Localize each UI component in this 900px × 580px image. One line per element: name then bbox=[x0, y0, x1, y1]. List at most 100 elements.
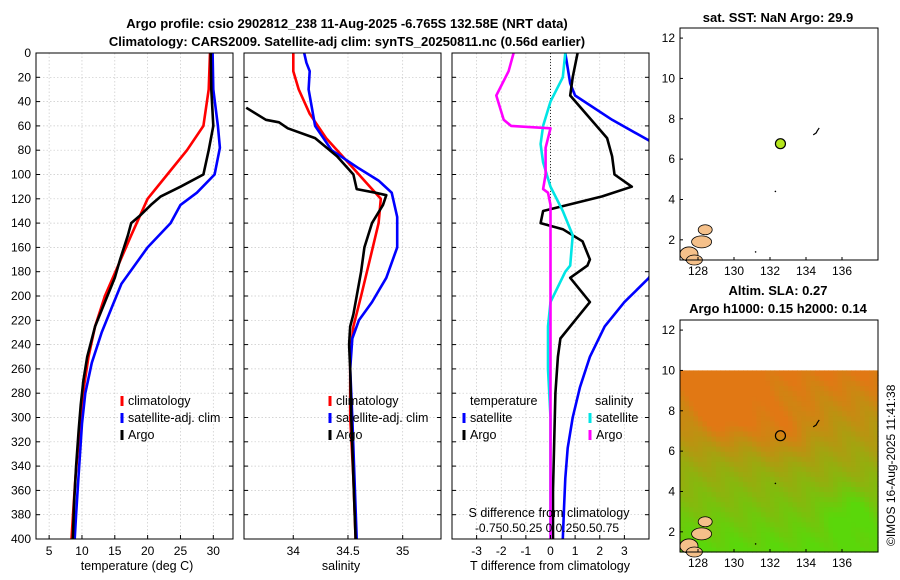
figure-title-line2: Climatology: CARS2009. Satellite-adj cli… bbox=[109, 34, 585, 49]
dp-xtick-label-1: 1 bbox=[572, 544, 579, 558]
tp-legend-label-1: satellite-adj. clim bbox=[128, 411, 220, 425]
difference-panel: -3 -2 -1 0 1 2 3 S difference from climatology… bbox=[451, 52, 650, 573]
sst-xtick-label-134: 134 bbox=[796, 264, 816, 278]
dp-legend-header-salinity: salinity bbox=[595, 394, 634, 408]
salinity-ticks: 34 34.5 35 bbox=[244, 52, 441, 558]
tp-ytick-label-20: 20 bbox=[18, 70, 32, 84]
tp-ytick-label-140: 140 bbox=[11, 216, 31, 230]
tp-ytick-label-0: 0 bbox=[24, 46, 31, 60]
temperature-ticks: 0 20 40 60 80 100 120 140 160 180 200 220 240 260 280 3… bbox=[11, 46, 233, 558]
salinity-panel: 34 34.5 35 salinity climatology satellite-a… bbox=[243, 52, 442, 573]
sst-map-content: 128 130 132 134 136 2 4 6 8 10 12 bbox=[662, 27, 879, 278]
sp-series-argo bbox=[245, 106, 388, 539]
difference-ticks: -3 -2 -1 0 1 2 3 bbox=[452, 52, 649, 558]
sst-islet-a bbox=[774, 190, 777, 193]
sst-ytick-label-10: 10 bbox=[662, 71, 676, 85]
sla-xtick-label-132: 132 bbox=[760, 556, 780, 570]
sla-map-subtitle: Argo h1000: 0.15 h2000: 0.14 bbox=[689, 301, 868, 316]
sla-reef bbox=[812, 419, 820, 428]
tp-ytick-label-40: 40 bbox=[18, 95, 32, 109]
sst-xtick-label-128: 128 bbox=[688, 264, 708, 278]
sla-map-content: 128 130 132 134 136 2 4 6 8 10 12 bbox=[662, 319, 879, 570]
tp-ytick-label-100: 100 bbox=[11, 168, 31, 182]
sla-ytick-label-2: 2 bbox=[668, 525, 675, 539]
sst-map-title: sat. SST: NaN Argo: 29.9 bbox=[703, 10, 854, 25]
dp-xtick-label-3: -3 bbox=[471, 544, 482, 558]
temperature-xlabel: temperature (deg C) bbox=[81, 559, 194, 573]
dp-legend-label-2: satellite bbox=[596, 411, 638, 425]
sla-ytick-label-4: 4 bbox=[668, 484, 675, 498]
temperature-lines bbox=[70, 52, 222, 540]
tp-ytick-label-240: 240 bbox=[11, 338, 31, 352]
sst-xtick-label-130: 130 bbox=[724, 264, 744, 278]
dp-legend-label-3: Argo bbox=[596, 428, 622, 442]
sp-legend-label-1: satellite-adj. clim bbox=[336, 411, 428, 425]
sst-ytick-label-2: 2 bbox=[668, 233, 675, 247]
tp-ytick-label-300: 300 bbox=[11, 411, 31, 425]
tp-xtick-label-15: 15 bbox=[108, 544, 122, 558]
sla-ytick-label-6: 6 bbox=[668, 444, 675, 458]
sla-ytick-label-8: 8 bbox=[668, 404, 675, 418]
sst-island-2 bbox=[697, 224, 713, 236]
tp-ytick-label-380: 380 bbox=[11, 508, 31, 522]
sst-axes bbox=[679, 27, 879, 261]
tp-series-satellite-adj-clim bbox=[73, 52, 222, 540]
sst-ytick-label-12: 12 bbox=[662, 31, 676, 45]
sla-ytick-label-10: 10 bbox=[662, 363, 676, 377]
tp-ytick-label-400: 400 bbox=[11, 532, 31, 546]
dp-series-salinity-satellite bbox=[539, 53, 575, 539]
dp-legend-header-temperature: temperature bbox=[470, 394, 537, 408]
tp-ytick-label-360: 360 bbox=[11, 483, 31, 497]
dp-series-salinity-argo bbox=[494, 53, 552, 539]
sst-map-panel: sat. SST: NaN Argo: 29.9 128 130 132 134 136… bbox=[662, 10, 879, 278]
tp-legend-label-0: climatology bbox=[128, 394, 191, 408]
tp-xtick-label-25: 25 bbox=[174, 544, 188, 558]
dp-xtick-label-2: 2 bbox=[596, 544, 603, 558]
tp-series-argo bbox=[71, 52, 215, 540]
dp-xtick-label-1: -1 bbox=[521, 544, 532, 558]
sp-legend-label-0: climatology bbox=[336, 394, 399, 408]
sla-xtick-label-134: 134 bbox=[796, 556, 816, 570]
sp-xtick-label-34: 34 bbox=[287, 544, 301, 558]
tp-ytick-label-200: 200 bbox=[11, 289, 31, 303]
tp-legend-label-2: Argo bbox=[128, 428, 154, 442]
sst-ytick-label-4: 4 bbox=[668, 192, 675, 206]
imos-stamp: ©IMOS 16-Aug-2025 11:41:38 bbox=[884, 384, 898, 546]
dp-xtick-label-3: 3 bbox=[621, 544, 628, 558]
temperature-legend: climatology satellite-adj. clim Argo bbox=[120, 394, 220, 442]
tp-xtick-label-20: 20 bbox=[141, 544, 155, 558]
salinity-grid bbox=[244, 52, 441, 540]
sla-island-2 bbox=[697, 516, 713, 528]
tp-ytick-label-280: 280 bbox=[11, 386, 31, 400]
dp-legend-label-1: Argo bbox=[470, 428, 496, 442]
sla-island-1 bbox=[691, 527, 712, 541]
sla-xtick-label-130: 130 bbox=[724, 556, 744, 570]
sp-xtick-label-34-5: 34.5 bbox=[336, 544, 360, 558]
tp-ytick-label-160: 160 bbox=[11, 240, 31, 254]
sst-xtick-label-136: 136 bbox=[832, 264, 852, 278]
sp-xtick-label-35: 35 bbox=[396, 544, 410, 558]
sst-ytick-label-6: 6 bbox=[668, 152, 675, 166]
dp-series-temperature-argo bbox=[539, 53, 634, 539]
dp-xtick-label-0: 0 bbox=[547, 544, 554, 558]
difference-xlabel: T difference from climatology bbox=[470, 559, 631, 573]
dp-legend-label-0: satellite bbox=[470, 411, 512, 425]
dp-xtick-label-2: -2 bbox=[496, 544, 507, 558]
sst-reef bbox=[812, 127, 820, 136]
temperature-panel: 0 20 40 60 80 100 120 140 160 180 200 220 240 260 280 3… bbox=[11, 46, 234, 573]
sla-xtick-label-136: 136 bbox=[832, 556, 852, 570]
sst-xtick-label-132: 132 bbox=[760, 264, 780, 278]
tp-xtick-label-10: 10 bbox=[75, 544, 89, 558]
tp-ytick-label-60: 60 bbox=[18, 119, 32, 133]
dp-series-temperature-satellite bbox=[564, 53, 649, 143]
tp-ytick-label-220: 220 bbox=[11, 313, 31, 327]
tp-ytick-label-120: 120 bbox=[11, 192, 31, 206]
difference-lines bbox=[494, 53, 649, 539]
sst-island-1 bbox=[691, 235, 712, 249]
salinity-lines bbox=[245, 53, 399, 539]
sla-land bbox=[679, 419, 820, 558]
tp-ytick-label-80: 80 bbox=[18, 143, 32, 157]
sla-float-marker bbox=[774, 430, 787, 442]
sla-xtick-label-128: 128 bbox=[688, 556, 708, 570]
